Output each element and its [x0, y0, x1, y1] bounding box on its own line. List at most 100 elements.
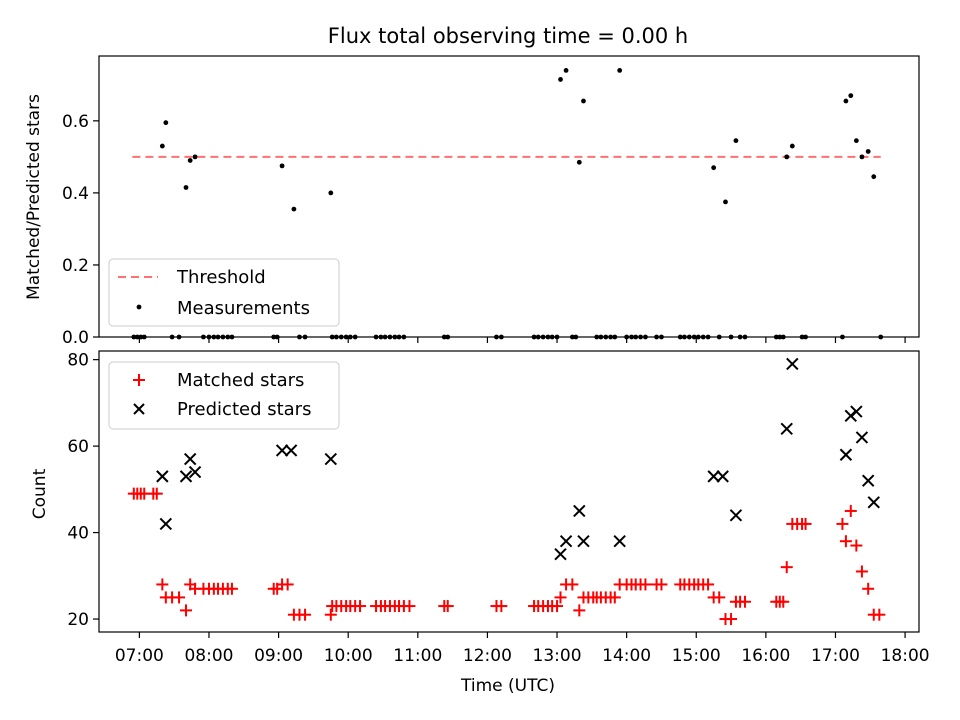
predicted-star-point [275, 444, 289, 457]
predicted-star-point [573, 504, 586, 518]
measurement-point [723, 199, 728, 205]
legend-measurements-label: Measurements [177, 298, 310, 319]
matched-star-point [299, 608, 312, 621]
predicted-star-point [716, 470, 729, 483]
bottom-x-tick-label: 16:00 [741, 646, 790, 666]
measurement-point [848, 93, 854, 99]
predicted-marker-b [554, 547, 567, 561]
chart-title: Flux total observing time = 0.00 h [328, 24, 688, 48]
matched-star-point [713, 591, 726, 604]
predicted-star-point [183, 452, 197, 466]
predicted-star-point [156, 470, 169, 483]
bottom-x-tick-label: 15:00 [672, 646, 721, 666]
predicted-marker-b [850, 405, 863, 418]
matched-star-point [173, 591, 186, 604]
measurement-point [853, 138, 859, 144]
top-axes-frame [98, 55, 920, 338]
matched-star-point [780, 561, 793, 574]
predicted-marker-b [861, 474, 875, 487]
measurement-point [865, 149, 871, 154]
matched-points [127, 487, 886, 626]
bottom-x-tick-label: 12:00 [463, 646, 512, 666]
predicted-marker-b [156, 470, 169, 483]
measurement-point [871, 174, 877, 180]
predicted-marker-b [159, 517, 173, 531]
predicted-marker-b [613, 535, 626, 548]
measurement-point [192, 154, 198, 160]
matched-star-point [354, 600, 367, 613]
x-axis-label: Time (UTC) [460, 676, 555, 696]
bottom-y-tick-label: 80 [67, 351, 89, 371]
measurement-point [558, 77, 563, 82]
predicted-star-point [786, 357, 799, 371]
matched-star-point [836, 517, 849, 530]
measurement-point [784, 154, 790, 160]
measurement-point [617, 68, 623, 73]
matched-star-point [862, 582, 875, 595]
measurement-point [711, 165, 717, 171]
bottom-x-tick-label: 08:00 [184, 646, 233, 666]
bottom-x-tick-label: 13:00 [533, 646, 582, 666]
predicted-star-point [867, 496, 880, 509]
bottom-x-tick-label: 07:00 [115, 646, 164, 666]
predicted-marker-b [786, 357, 799, 371]
measurement-point [789, 143, 795, 149]
matched-star-point [855, 565, 868, 578]
matched-star-point [554, 591, 567, 604]
matched-star-point [608, 591, 621, 604]
legend-predicted-label: Predicted stars [177, 399, 311, 420]
measurement-point [291, 206, 297, 212]
matched-star-point [281, 578, 294, 591]
predicted-marker-b [729, 509, 743, 522]
predicted-star-point [707, 470, 720, 483]
bottom-x-tick-label: 10:00 [324, 646, 373, 666]
matched-star-point [180, 604, 193, 617]
predicted-marker-b [324, 452, 338, 466]
matched-star-point [403, 600, 416, 613]
matched-star-point [850, 539, 863, 552]
predicted-star-point [861, 474, 875, 487]
matched-star-point [799, 517, 812, 530]
matched-star-point [150, 487, 163, 500]
top-y-ticks: 0.0 0.2 0.4 0.6 [62, 112, 99, 348]
predicted-marker-b [275, 444, 289, 457]
predicted-star-point [554, 547, 567, 561]
predicted-star-point [159, 517, 173, 531]
bottom-x-tick-label: 09:00 [254, 646, 303, 666]
predicted-marker-b [839, 448, 853, 461]
predicted-star-point [284, 444, 298, 457]
predicted-marker-b [284, 444, 298, 457]
measurement-point [576, 159, 582, 165]
predicted-star-point [839, 448, 853, 461]
measurement-point [328, 190, 334, 196]
bottom-x-tick-label: 18:00 [881, 646, 930, 666]
matched-star-point [324, 608, 337, 621]
top-y-tick-label: 0.4 [62, 184, 89, 204]
predicted-star-point [559, 535, 573, 548]
bottom-y-tick-label: 20 [67, 610, 89, 630]
predicted-marker-b [780, 422, 793, 436]
top-y-tick-label: 0.6 [62, 112, 89, 132]
predicted-star-point [577, 535, 590, 548]
legend-threshold-label: Threshold [176, 267, 266, 288]
bottom-y-tick-label: 40 [67, 524, 89, 544]
matched-star-point [156, 578, 169, 591]
predicted-star-point [613, 535, 626, 548]
matched-star-point [225, 582, 238, 595]
matched-star-point [738, 595, 751, 608]
predicted-marker-b [183, 452, 197, 466]
predicted-points [156, 357, 880, 561]
predicted-marker-b [179, 470, 193, 483]
bottom-y-ticks: 20 40 60 80 [67, 351, 99, 630]
predicted-marker-b [707, 470, 720, 483]
matched-star-point [551, 600, 564, 613]
top-y-tick-label: 0.2 [62, 256, 89, 276]
predicted-star-point [179, 470, 193, 483]
predicted-star-point [780, 422, 793, 436]
matched-star-point [655, 578, 668, 591]
measurement-point [163, 120, 169, 126]
top-y-tick-label: 0.0 [62, 328, 89, 348]
predicted-marker-b [188, 465, 202, 479]
measurement-point [183, 185, 189, 190]
